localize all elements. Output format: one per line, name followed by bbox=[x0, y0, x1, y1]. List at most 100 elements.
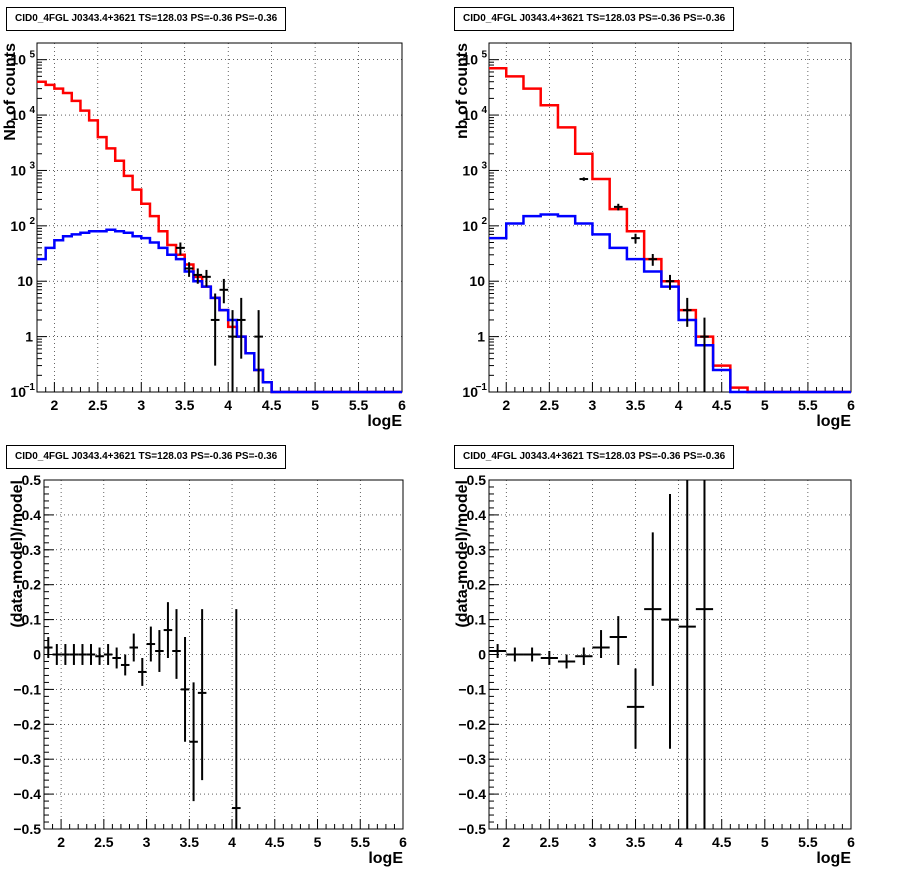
x-axis-label: logE bbox=[816, 413, 851, 430]
y-tick-label: 0.5 bbox=[467, 472, 487, 488]
panel-3: 2 2.5 3 3.5 4 4.5 5 5.5 6 −0.5 −0.4 −0.3 −0.2 −0.1 0 0.… bbox=[454, 472, 855, 867]
data-point bbox=[254, 310, 263, 392]
data-point bbox=[228, 310, 237, 392]
data-point bbox=[180, 637, 190, 742]
y-tick-label: 0.1 bbox=[22, 612, 42, 628]
data-point bbox=[236, 297, 246, 359]
x-tick-label: 5 bbox=[311, 397, 319, 413]
x-tick-label: 3 bbox=[137, 397, 145, 413]
data-point bbox=[112, 647, 121, 669]
x-tick-label: 3 bbox=[589, 397, 597, 413]
y-tick-label: 10 bbox=[462, 162, 478, 178]
data-point bbox=[189, 682, 198, 802]
data-point bbox=[613, 203, 623, 211]
x-tick-label: 4.5 bbox=[265, 834, 285, 850]
y-tick-label: 0.1 bbox=[467, 612, 487, 628]
data-point bbox=[44, 637, 53, 658]
y-tick-label: 1 bbox=[25, 329, 33, 345]
x-tick-label: 2.5 bbox=[88, 397, 108, 413]
y-tick-label-exponent: 2 bbox=[29, 216, 35, 227]
x-tick-label: 3.5 bbox=[180, 834, 200, 850]
y-tick-label: 0.2 bbox=[467, 577, 487, 593]
data-point bbox=[163, 602, 173, 658]
y-tick-label: 10 bbox=[462, 107, 478, 123]
y-axis-label: (data-model)/model bbox=[9, 480, 26, 628]
data-point bbox=[665, 274, 675, 290]
histogram-series-1 bbox=[489, 213, 851, 394]
y-tick-label: 0.4 bbox=[22, 507, 42, 523]
title-box-top-right: CID0_4FGL J0343.4+3621 TS=128.03 PS=-0.3… bbox=[454, 7, 735, 31]
data-point bbox=[202, 269, 211, 287]
x-tick-label: 5.5 bbox=[798, 834, 818, 850]
x-tick-label: 6 bbox=[847, 834, 855, 850]
x-tick-label: 5 bbox=[761, 834, 769, 850]
y-tick-label: 10 bbox=[17, 273, 33, 289]
x-tick-label: 6 bbox=[847, 397, 855, 413]
x-tick-label: 2.5 bbox=[540, 397, 560, 413]
y-tick-label: −0.1 bbox=[13, 681, 41, 697]
plot-frame bbox=[36, 42, 403, 393]
y-tick-label-exponent: −1 bbox=[24, 382, 36, 393]
title-box-bottom-right: CID0_4FGL J0343.4+3621 TS=128.03 PS=-0.3… bbox=[454, 445, 735, 469]
x-tick-label: 6 bbox=[399, 834, 407, 850]
y-tick-label: −0.1 bbox=[458, 681, 486, 697]
data-point bbox=[489, 644, 507, 658]
plot-frame bbox=[488, 42, 852, 393]
x-tick-label: 2.5 bbox=[540, 834, 560, 850]
data-point bbox=[146, 626, 156, 662]
x-tick-label: 3 bbox=[589, 834, 597, 850]
y-tick-label: −0.3 bbox=[458, 751, 486, 767]
data-point bbox=[557, 654, 576, 669]
data-point bbox=[52, 644, 62, 665]
x-tick-label: 2 bbox=[57, 834, 65, 850]
y-tick-label: 0.3 bbox=[22, 542, 42, 558]
data-point bbox=[609, 616, 627, 665]
x-tick-label: 3 bbox=[143, 834, 151, 850]
y-tick-label: 10 bbox=[10, 52, 26, 68]
x-tick-label: 6 bbox=[398, 397, 406, 413]
x-tick-label: 3.5 bbox=[626, 834, 646, 850]
x-tick-label: 2.5 bbox=[94, 834, 114, 850]
y-tick-label: 1 bbox=[477, 329, 485, 345]
y-tick-label: 10 bbox=[462, 52, 478, 68]
plot-frame bbox=[43, 479, 404, 830]
data-point bbox=[219, 278, 229, 304]
x-tick-label: 4.5 bbox=[712, 397, 732, 413]
data-point bbox=[592, 630, 610, 658]
y-axis-label: (data-model)/model bbox=[454, 480, 471, 628]
y-tick-label: 0 bbox=[478, 647, 486, 663]
data-point bbox=[695, 480, 714, 829]
x-tick-label: 5.5 bbox=[349, 397, 369, 413]
y-tick-label: 0 bbox=[33, 647, 41, 663]
data-point bbox=[95, 647, 104, 665]
histogram-series-0 bbox=[37, 80, 402, 394]
y-tick-label-exponent: 3 bbox=[29, 160, 35, 171]
data-point bbox=[661, 493, 679, 749]
x-tick-label: 4 bbox=[675, 397, 683, 413]
data-point bbox=[210, 293, 220, 366]
y-axis-label: Nb of counts bbox=[2, 43, 19, 141]
data-point bbox=[197, 609, 207, 781]
x-tick-label: 3.5 bbox=[175, 397, 195, 413]
x-axis-label: logE bbox=[367, 413, 402, 430]
data-point bbox=[138, 657, 147, 686]
y-tick-label: 10 bbox=[469, 273, 485, 289]
histogram-series-1 bbox=[37, 228, 402, 394]
x-tick-label: 4.5 bbox=[262, 397, 282, 413]
x-tick-label: 5.5 bbox=[798, 397, 818, 413]
y-tick-label-exponent: 4 bbox=[481, 105, 487, 116]
x-tick-label: 2 bbox=[502, 397, 510, 413]
y-tick-label: −0.3 bbox=[13, 751, 41, 767]
x-axis-label: logE bbox=[816, 850, 851, 867]
data-point bbox=[523, 647, 541, 662]
x-tick-label: 4 bbox=[228, 834, 236, 850]
data-point bbox=[506, 647, 524, 662]
histogram-series-0 bbox=[489, 67, 851, 394]
data-point bbox=[232, 609, 241, 829]
data-point bbox=[78, 644, 87, 665]
data-point bbox=[626, 668, 645, 749]
x-tick-label: 5 bbox=[761, 397, 769, 413]
y-tick-label: 10 bbox=[10, 162, 26, 178]
